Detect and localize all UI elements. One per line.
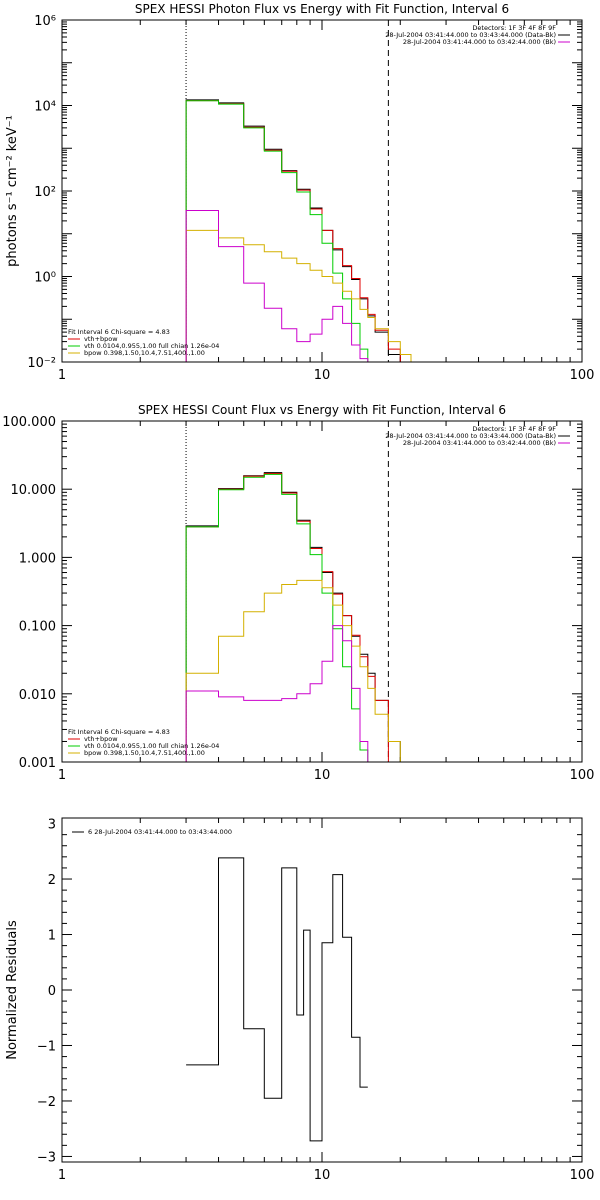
y-tick-label: 10.000: [11, 483, 57, 498]
y-tick-label: 1.000: [19, 551, 56, 566]
x-tick-label: 100: [570, 768, 595, 783]
y-tick-label: −3: [37, 1150, 56, 1165]
x-tick-label: 100: [570, 368, 595, 383]
y-axis-label: photons s⁻¹ cm⁻² keV⁻¹: [5, 115, 20, 267]
x-tick-label: 1: [58, 1168, 66, 1183]
legend-title: Fit Interval 6 Chi-square = 4.83: [68, 728, 170, 736]
legend-info-label: 28-Jul-2004 03:41:44.000 to 03:42:44.000…: [403, 38, 556, 46]
y-tick-label: 0.010: [19, 688, 56, 703]
legend-info-label: Detectors: 1F 3F 4F 8F 9F: [472, 425, 556, 433]
panel-1: SPEX HESSI Photon Flux vs Energy with Fi…: [5, 2, 594, 383]
legend-label: bpow 0.398,1.50,10.4,7.51,400.,1.00: [84, 349, 205, 357]
legend-info-label: 28-Jul-2004 03:41:44.000 to 03:43:44.000…: [385, 31, 556, 39]
x-tick-label: 10: [314, 768, 331, 783]
legend-label: vth 0.0104,0.955,1.00 full chian 1.26e-0…: [84, 342, 219, 350]
series-line-model_total: [185, 473, 389, 762]
series-line-background: [185, 210, 369, 362]
legend-label: bpow 0.398,1.50,10.4,7.51,400.,1.00: [84, 749, 205, 757]
y-tick-label: 10⁶: [34, 14, 56, 29]
series-line-model_total: [185, 100, 412, 362]
chart-title: SPEX HESSI Count Flux vs Energy with Fit…: [138, 403, 506, 417]
y-tick-label: 0.100: [19, 620, 56, 635]
panel-2: SPEX HESSI Count Flux vs Energy with Fit…: [2, 403, 594, 783]
y-tick-label: 100.000: [2, 415, 56, 430]
y-tick-label: −2: [37, 1095, 56, 1110]
legend-info-label: 28-Jul-2004 03:41:44.000 to 03:42:44.000…: [403, 439, 556, 447]
chart-title: SPEX HESSI Photon Flux vs Energy with Fi…: [135, 2, 509, 16]
x-tick-label: 100: [570, 1168, 595, 1183]
x-tick-label: 10: [314, 368, 331, 383]
y-tick-label: −1: [37, 1039, 56, 1054]
series-line-data: [186, 857, 368, 1142]
y-tick-label: 0: [48, 984, 56, 999]
legend-label: vth 0.0104,0.955,1.00 full chian 1.26e-0…: [84, 742, 219, 750]
series-line-vth: [185, 100, 369, 362]
panel-3: Normalized Residuals 1 10 100 −3 −2 −1 0 1 2 3 6 28…: [5, 817, 595, 1183]
y-tick-label: 10²: [34, 185, 56, 200]
series-line-bpow: [185, 229, 412, 362]
legend-info-label: 28-Jul-2004 03:41:44.000 to 03:43:44.000…: [385, 432, 556, 440]
series-line-vth: [185, 473, 369, 762]
plot-frame: [61, 420, 583, 763]
legend-title: Fit Interval 6 Chi-square = 4.83: [68, 328, 170, 336]
legend-label: vth+bpow: [84, 335, 118, 343]
y-tick-label: 1: [48, 929, 56, 944]
y-tick-label: 3: [48, 818, 56, 833]
plot-frame: [61, 19, 583, 363]
legend-info-label: Detectors: 1F 3F 4F 8F 9F: [472, 24, 556, 32]
series-line-background: [185, 625, 369, 762]
y-tick-label: 0.001: [19, 756, 56, 771]
x-tick-label: 1: [58, 768, 66, 783]
series-group: [185, 99, 412, 362]
plot-frame: [61, 817, 583, 1163]
y-tick-label: 10⁻²: [27, 356, 56, 371]
y-tick-label: 10⁴: [34, 100, 56, 115]
x-tick-label: 1: [58, 368, 66, 383]
legend-label: 6 28-Jul-2004 03:41:44.000 to 03:43:44.0…: [88, 828, 232, 836]
y-axis-label: Normalized Residuals: [5, 920, 20, 1060]
x-tick-label: 10: [314, 1168, 331, 1183]
series-group: [185, 472, 401, 762]
y-tick-label: 10⁰: [34, 271, 56, 286]
series-group: [186, 857, 368, 1142]
y-tick-label: 2: [48, 873, 56, 888]
series-line-bpow: [185, 579, 401, 762]
legend-label: vth+bpow: [84, 735, 118, 743]
